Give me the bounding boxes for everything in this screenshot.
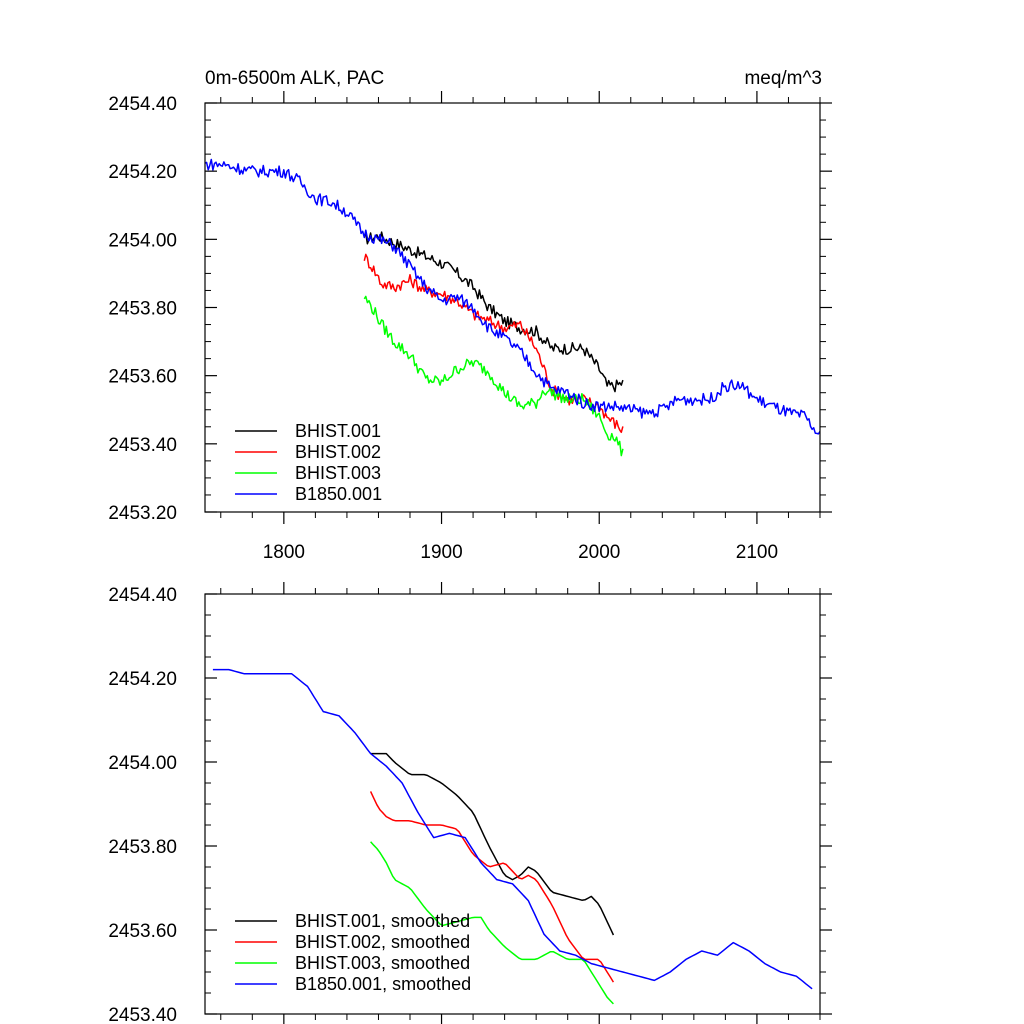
legend-label: BHIST.003 — [295, 463, 381, 483]
series-line-b1850-001-smoothed — [212, 668, 813, 990]
y-tick-label: 2453.40 — [108, 435, 177, 456]
series-line-b1850-001 — [205, 158, 820, 435]
y-tick-label: 2453.20 — [108, 503, 177, 524]
series-line-bhist-001 — [363, 231, 624, 393]
y-tick-label: 2454.00 — [108, 753, 177, 774]
bottom-series-layer — [212, 668, 813, 1005]
x-tick-label: 1800 — [263, 542, 305, 563]
top-tick-layer: 2453.20 2453.40 2453.60 2453.80 2454.00 2454.… — [108, 91, 832, 563]
legend-label: BHIST.002, smoothed — [295, 932, 470, 952]
legend-label: BHIST.003, smoothed — [295, 953, 470, 973]
legend-label: BHIST.001, smoothed — [295, 911, 470, 931]
legend-label: B1850.001 — [295, 484, 382, 504]
top-chart-panel: 0m-6500m ALK, PAC meq/m^3 2453.20 2453.40… — [108, 68, 832, 563]
series-line-bhist-001-smoothed — [370, 752, 615, 936]
top-series-layer — [205, 158, 820, 457]
series-line-bhist-003 — [363, 295, 624, 457]
x-tick-label: 1900 — [420, 542, 462, 563]
y-tick-label: 2454.40 — [108, 94, 177, 115]
y-tick-label: 2454.20 — [108, 669, 177, 690]
chart-title: 0m-6500m ALK, PAC — [205, 68, 384, 89]
y-tick-label: 2454.20 — [108, 162, 177, 183]
series-line-bhist-003-smoothed — [370, 841, 614, 1005]
y-tick-label: 2454.00 — [108, 230, 177, 251]
legend-label: BHIST.002 — [295, 442, 381, 462]
series-line-bhist-002-smoothed — [369, 791, 615, 983]
bottom-chart-panel: 2453.40 2453.60 2453.80 2454.00 2454.20 2454.… — [108, 582, 832, 1024]
y-tick-label: 2453.80 — [108, 299, 177, 320]
y-tick-label: 2454.40 — [108, 585, 177, 606]
chart-units: meq/m^3 — [744, 68, 822, 89]
x-tick-label: 2100 — [736, 542, 778, 563]
legend-label: B1850.001, smoothed — [295, 974, 471, 994]
y-tick-label: 2453.60 — [108, 367, 177, 388]
y-tick-label: 2453.60 — [108, 921, 177, 942]
x-tick-label: 2000 — [578, 542, 620, 563]
legend-label: BHIST.001 — [295, 421, 381, 441]
y-tick-label: 2453.80 — [108, 837, 177, 858]
series-line-bhist-002 — [363, 253, 624, 434]
bottom-tick-layer: 2453.40 2453.60 2453.80 2454.00 2454.20 2454.… — [108, 582, 832, 1024]
y-tick-label: 2453.40 — [108, 1005, 177, 1024]
